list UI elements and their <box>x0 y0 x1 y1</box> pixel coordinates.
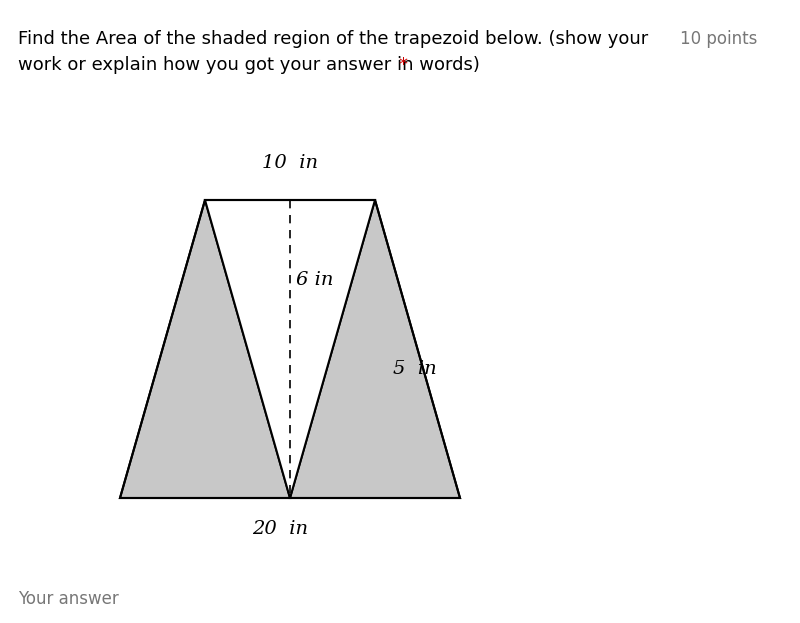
Text: 10 points: 10 points <box>680 30 758 48</box>
Text: *: * <box>398 56 407 74</box>
Polygon shape <box>290 200 460 498</box>
Text: Your answer: Your answer <box>18 590 118 608</box>
Text: 6 in: 6 in <box>296 271 334 289</box>
Text: work or explain how you got your answer in words): work or explain how you got your answer … <box>18 56 486 74</box>
Polygon shape <box>120 200 290 498</box>
Text: 10  in: 10 in <box>262 154 318 172</box>
Text: 5  in: 5 in <box>393 360 437 378</box>
Polygon shape <box>205 200 375 498</box>
Text: Find the Area of the shaded region of the trapezoid below. (show your: Find the Area of the shaded region of th… <box>18 30 648 48</box>
Text: 20  in: 20 in <box>252 520 308 538</box>
